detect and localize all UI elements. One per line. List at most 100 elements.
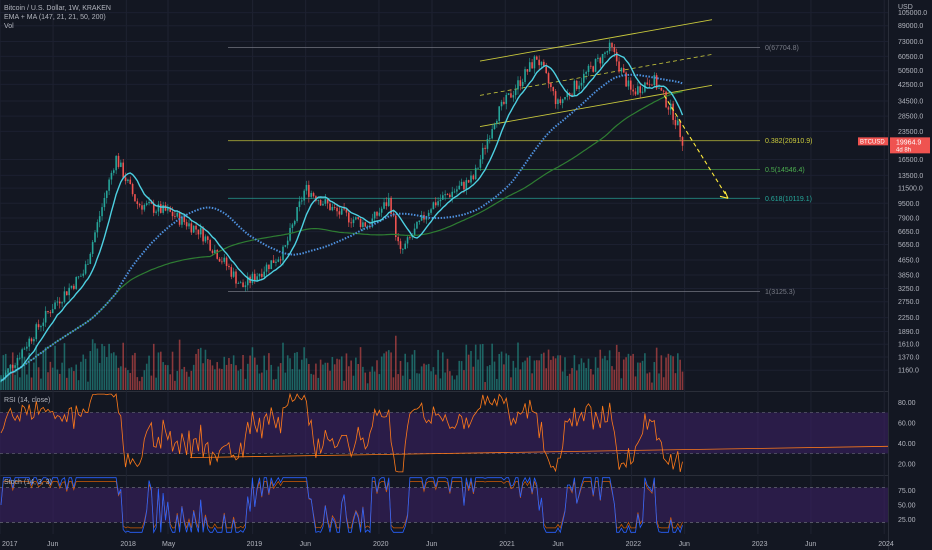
candle-body xyxy=(458,185,461,190)
candle-body xyxy=(221,261,223,263)
volume-bar xyxy=(503,364,505,390)
projection-line xyxy=(663,95,729,199)
volume-bar xyxy=(395,335,397,390)
candle-body xyxy=(145,203,148,205)
candle-body xyxy=(115,155,117,171)
volume-bar xyxy=(481,343,484,390)
volume-bar xyxy=(597,367,599,390)
volume-bar xyxy=(160,351,162,390)
candle-body xyxy=(564,96,566,100)
price-tick-label: 1610.0 xyxy=(898,342,920,349)
symbol-title[interactable]: Bitcoin / U.S. Dollar, 1W, KRAKEN xyxy=(4,5,111,12)
candle-body xyxy=(122,162,124,178)
volume-bar xyxy=(561,371,564,390)
candle-body xyxy=(127,179,129,182)
countdown-label: 4d 8h xyxy=(896,147,911,153)
volume-bar xyxy=(434,374,437,390)
candle-body xyxy=(545,66,547,74)
volume-bar xyxy=(312,374,315,390)
candle-body xyxy=(681,137,684,146)
volume-bar xyxy=(359,347,362,390)
volume-bar xyxy=(458,360,461,390)
candle-body xyxy=(148,201,150,204)
fib-retracement[interactable]: 0(67704.8) 0.382(20910.9) 0.5(14546.4) 0.61… xyxy=(228,45,812,296)
volume-bar xyxy=(371,366,374,390)
time-axis[interactable]: 2017 Jun 2018 May 2019 Jun 2020 Jun 2021 Jun 2022 J… xyxy=(2,541,894,548)
candle-body xyxy=(270,260,273,270)
candle-body xyxy=(223,257,226,262)
fib-level-label: 0.5(14546.4) xyxy=(765,167,805,174)
volume-bar xyxy=(47,372,49,390)
candle-body xyxy=(402,248,404,250)
volume-bar xyxy=(416,373,418,390)
indicator-title[interactable]: EMA + MA (147, 21, 21, 50, 200) xyxy=(4,14,106,21)
volume-bar xyxy=(500,351,503,390)
volume-bar xyxy=(566,375,569,390)
volume-bar xyxy=(87,381,89,390)
volume-bar xyxy=(411,354,414,390)
volume-bar xyxy=(618,351,620,390)
candle-body xyxy=(117,155,120,167)
volume-bar xyxy=(543,352,545,390)
volume-bar xyxy=(235,365,237,390)
candle-body xyxy=(463,181,465,190)
candle-body xyxy=(207,236,209,240)
volume-bar xyxy=(7,370,9,390)
candle-body xyxy=(611,42,613,48)
candle-body xyxy=(460,181,463,186)
volume-bar xyxy=(176,370,179,390)
volume-title[interactable]: Vol xyxy=(4,23,14,30)
candle-body xyxy=(355,217,357,220)
candle-body xyxy=(472,175,475,180)
stoch-title[interactable]: Stoch (14, 3, 3) xyxy=(4,479,52,486)
volume-bar xyxy=(637,362,639,390)
candle-body xyxy=(91,242,94,254)
volume-bar xyxy=(293,352,296,390)
volume-bar xyxy=(667,353,670,390)
volume-bar xyxy=(239,369,242,390)
volume-bar xyxy=(181,369,183,390)
candle-body xyxy=(465,180,468,190)
rsi-pane[interactable]: 80.00 60.00 40.00 20.00 xyxy=(0,392,916,473)
volume-bar xyxy=(444,372,446,390)
volume-bar xyxy=(632,353,634,390)
volume-bar xyxy=(169,374,171,390)
candle-body xyxy=(449,194,451,198)
candle-body xyxy=(329,203,331,211)
volume-bar xyxy=(521,362,524,390)
rsi-title[interactable]: RSI (14, close) xyxy=(4,397,51,404)
price-channel[interactable] xyxy=(479,19,713,127)
volume-bar xyxy=(214,369,216,390)
volume-bar xyxy=(378,374,381,390)
price-tick-label: 60500.0 xyxy=(898,54,923,61)
candle-body xyxy=(134,194,136,202)
candle-body xyxy=(442,195,444,200)
time-tick-label: Jun xyxy=(805,541,816,548)
volume-bar xyxy=(183,366,186,390)
candle-body xyxy=(630,80,632,90)
candle-body xyxy=(543,61,545,67)
volume-bar xyxy=(68,368,70,390)
projection-arrow[interactable] xyxy=(663,95,729,199)
volume-bar xyxy=(333,364,336,390)
volume-bar xyxy=(364,372,367,390)
candle-body xyxy=(108,179,110,191)
candle-body xyxy=(176,212,179,217)
candle-body xyxy=(470,175,472,183)
candle-body xyxy=(56,301,59,303)
volume-bar xyxy=(387,350,390,390)
candle-body xyxy=(84,264,87,274)
volume-bar xyxy=(348,366,350,390)
candle-body xyxy=(639,86,641,93)
candle-body xyxy=(268,264,270,270)
stoch-pane[interactable]: 75.00 50.00 25.00 xyxy=(0,476,916,534)
volume-bar xyxy=(152,343,155,390)
candle-body xyxy=(11,364,14,368)
candle-body xyxy=(136,201,139,204)
candle-body xyxy=(124,177,127,182)
volume-bar xyxy=(662,377,665,390)
volume-bar xyxy=(326,362,329,390)
volume-bar xyxy=(134,352,136,390)
